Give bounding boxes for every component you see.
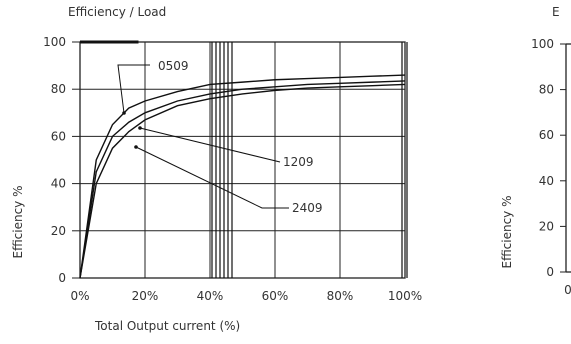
series-label-2409: 2409 bbox=[292, 201, 323, 215]
series-label-0509: 0509 bbox=[158, 59, 189, 73]
y-axis-label-right: Efficiency % bbox=[500, 195, 514, 268]
y-tick-label: 60 bbox=[51, 129, 66, 143]
y-tick-label: 100 bbox=[43, 35, 66, 49]
x-tick-label: 100% bbox=[388, 289, 422, 303]
series-line-0509 bbox=[79, 74, 406, 279]
x-tick-label: 20% bbox=[132, 289, 159, 303]
y-tick-labels-right: 0 20 40 60 80 100 0 bbox=[531, 37, 571, 297]
x-tick-label: 60% bbox=[262, 289, 289, 303]
y-tick-label-right: 20 bbox=[539, 219, 554, 233]
x-tick-label: 0% bbox=[70, 289, 89, 303]
right-chart-partial: E 0 20 40 60 80 100 0 Efficiency % bbox=[500, 5, 571, 297]
y-tick-label-right: 100 bbox=[531, 37, 554, 51]
grid bbox=[79, 40, 408, 279]
right-axis bbox=[565, 43, 571, 273]
leader-arrow-2409 bbox=[134, 145, 138, 149]
y-tick-label: 20 bbox=[51, 224, 66, 238]
series-line-1209 bbox=[79, 80, 406, 279]
left-chart: Efficiency / Load 0 20 40 60 80 100 0% 20% 40% 6… bbox=[11, 5, 422, 333]
y-tick-label-right: 40 bbox=[539, 174, 554, 188]
series-group bbox=[79, 74, 406, 279]
series-leader-lines bbox=[117, 64, 289, 209]
series-label-1209: 1209 bbox=[283, 155, 314, 169]
x-tick-label-right: 0 bbox=[564, 283, 571, 297]
leader-line-1209 bbox=[139, 127, 281, 163]
x-tick-label: 80% bbox=[327, 289, 354, 303]
leader-line-0509 bbox=[117, 64, 150, 114]
leader-line-2409 bbox=[135, 146, 289, 209]
chart-title: Efficiency / Load bbox=[68, 5, 166, 19]
y-axis-label: Efficiency % bbox=[11, 185, 25, 258]
y-tick-label-right: 80 bbox=[539, 83, 554, 97]
x-tick-labels: 0% 20% 40% 60% 80% 100% bbox=[70, 289, 422, 303]
y-tick-label: 0 bbox=[58, 271, 66, 285]
y-tick-label: 80 bbox=[51, 82, 66, 96]
chart-title-partial: E bbox=[552, 5, 560, 19]
series-line-2409 bbox=[79, 83, 406, 279]
y-tick-label-right: 60 bbox=[539, 128, 554, 142]
leader-arrow-1209 bbox=[138, 126, 142, 130]
x-tick-label: 40% bbox=[197, 289, 224, 303]
x-axis-label: Total Output current (%) bbox=[94, 319, 240, 333]
series-labels: 0509 1209 2409 bbox=[158, 59, 323, 215]
y-tick-label-right: 0 bbox=[546, 265, 554, 279]
leader-arrow-0509 bbox=[122, 111, 126, 115]
y-tick-label: 40 bbox=[51, 177, 66, 191]
y-tick-labels: 0 20 40 60 80 100 bbox=[43, 35, 80, 285]
plot-frame bbox=[79, 41, 406, 279]
